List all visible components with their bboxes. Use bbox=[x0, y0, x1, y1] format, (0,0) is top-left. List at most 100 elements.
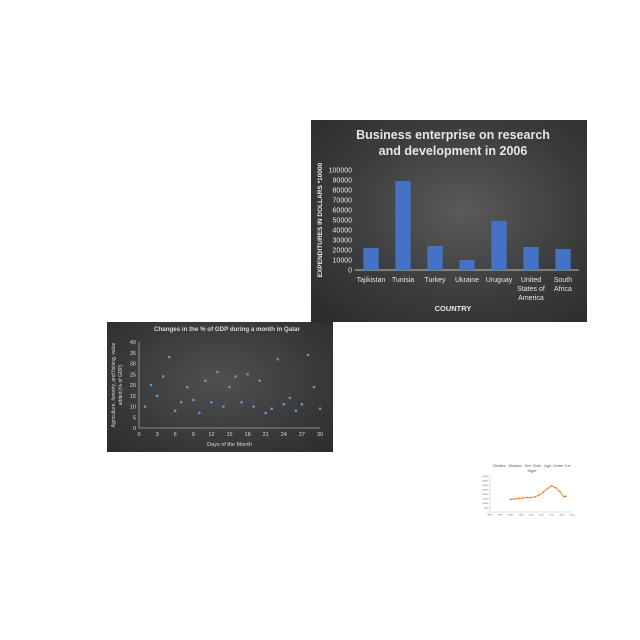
x-tick-label: 3 bbox=[156, 432, 159, 438]
series-point bbox=[509, 498, 512, 501]
x-tick-label: 1980 bbox=[488, 515, 494, 517]
series-point bbox=[530, 496, 532, 499]
x-tick-label: Turkey bbox=[424, 277, 446, 284]
y-tick-label: 0 bbox=[348, 268, 352, 275]
scatter-point bbox=[167, 355, 171, 359]
series-point bbox=[550, 485, 553, 487]
x-tick-label: 15 bbox=[226, 432, 232, 438]
x-tick-label: States of bbox=[517, 286, 545, 293]
scatter-point bbox=[288, 396, 292, 400]
y-tick-label: 0 bbox=[487, 512, 489, 514]
scatter-point bbox=[234, 375, 237, 378]
series-point bbox=[546, 487, 549, 490]
y-tick-label: 10000 bbox=[333, 258, 353, 265]
bar-chart-svg: Business enterprise on research and devel… bbox=[317, 128, 579, 313]
bar-uruguay bbox=[491, 221, 507, 270]
y-tick-label: 35 bbox=[130, 351, 136, 357]
x-tick-label: Ukraine bbox=[455, 277, 479, 284]
scatter-point bbox=[258, 379, 261, 382]
y-tick-label: 80000 bbox=[333, 188, 353, 195]
x-tick-label: 27 bbox=[299, 432, 305, 438]
y-axis-title: EXPENDITURES IN DOLLARS *10000 bbox=[317, 162, 324, 277]
x-tick-label: 2005 bbox=[539, 515, 545, 517]
scatter-point bbox=[149, 383, 153, 387]
x-tick-label: Tajikistan bbox=[357, 277, 386, 284]
y-tick-label: 5 bbox=[133, 415, 136, 421]
y-tick-label: 5000 bbox=[484, 508, 490, 510]
y-tick-label: 40000 bbox=[482, 476, 489, 478]
y-tick-label: 90000 bbox=[333, 178, 353, 185]
scatter-point bbox=[143, 405, 147, 408]
x-tick-label: 1985 bbox=[498, 515, 504, 517]
scatter-point bbox=[185, 385, 189, 389]
series-point bbox=[513, 498, 516, 500]
x-tick-label: 9 bbox=[192, 432, 195, 438]
x-tick-label: 30 bbox=[317, 432, 323, 438]
x-tick-label: 2000 bbox=[529, 515, 535, 517]
scatter-point bbox=[312, 385, 316, 389]
y-axis-title-line: added (% of GDP) bbox=[118, 364, 124, 405]
scatter-point bbox=[294, 409, 298, 413]
scatter-point bbox=[252, 405, 255, 408]
scatter-point bbox=[179, 400, 183, 404]
bar-turkey bbox=[427, 246, 443, 270]
x-tick-label: 21 bbox=[263, 432, 269, 438]
x-tick-label: 12 bbox=[208, 432, 214, 438]
x-tick-label: 24 bbox=[281, 432, 287, 438]
y-tick-label: 70000 bbox=[333, 198, 353, 205]
scatter-point bbox=[318, 407, 322, 410]
y-tick-label: 15 bbox=[130, 394, 136, 400]
scatter-point bbox=[204, 379, 207, 382]
bar-united-states-of-america bbox=[523, 247, 539, 270]
scatter-point bbox=[276, 357, 280, 361]
series-line bbox=[510, 485, 566, 500]
series-point bbox=[526, 496, 528, 499]
scatter-point bbox=[306, 353, 310, 357]
y-tick-label: 30 bbox=[130, 362, 136, 368]
bar-ukraine bbox=[459, 260, 475, 270]
scatter-point bbox=[198, 411, 201, 415]
scatter-point bbox=[222, 405, 225, 408]
series-point bbox=[554, 486, 557, 489]
y-tick-label: 60000 bbox=[333, 208, 353, 215]
x-tick-label: Uruguay bbox=[486, 277, 513, 284]
x-tick-label: United bbox=[521, 277, 541, 284]
series-point bbox=[538, 494, 541, 496]
scatter-point bbox=[192, 398, 195, 402]
y-tick-label: 30000 bbox=[333, 238, 353, 245]
chart-title: Changes in the % of GDP during a month i… bbox=[154, 326, 301, 333]
series-point bbox=[558, 490, 561, 493]
scatter-point bbox=[161, 375, 165, 378]
y-tick-label: 50000 bbox=[333, 218, 353, 225]
y-axis-title-line: Agriculture, forestry, and fishing, valu… bbox=[111, 342, 117, 427]
scatter-point bbox=[173, 409, 177, 413]
x-tick-label: 2015 bbox=[559, 515, 565, 517]
chart-title-line: Deaths - Malaria - Sex: Both - Age: Unde… bbox=[493, 464, 570, 468]
x-tick-label: 1990 bbox=[508, 515, 514, 517]
y-tick-label: 20000 bbox=[482, 494, 489, 496]
y-tick-label: 15000 bbox=[482, 499, 489, 501]
y-tick-label: 25 bbox=[130, 372, 136, 378]
y-tick-label: 30000 bbox=[482, 485, 489, 487]
x-tick-label: 18 bbox=[245, 432, 251, 438]
y-tick-label: 10000 bbox=[482, 503, 489, 505]
x-tick-label: 2010 bbox=[549, 515, 555, 517]
series-point bbox=[564, 495, 567, 498]
y-tick-label: 20000 bbox=[333, 248, 353, 255]
x-tick-label: 6 bbox=[174, 432, 177, 438]
scatter-point bbox=[246, 372, 249, 376]
bar-chart-rd-expenditures: Business enterprise on research and devel… bbox=[311, 120, 587, 322]
bar-tunisia bbox=[395, 181, 411, 270]
scatter-point bbox=[155, 394, 159, 398]
y-tick-label: 0 bbox=[133, 426, 136, 432]
chart-title-line: Business enterprise on research bbox=[356, 128, 550, 142]
y-tick-label: 10 bbox=[130, 405, 136, 411]
y-tick-label: 35000 bbox=[482, 481, 489, 483]
bar-tajikistan bbox=[363, 248, 379, 270]
series-point bbox=[542, 491, 545, 494]
series-point bbox=[562, 495, 565, 498]
chart-title-line: Niger bbox=[527, 469, 537, 473]
line-chart-svg: Deaths - Malaria - Sex: Both - Age: Unde… bbox=[482, 464, 576, 517]
x-tick-label: 2020 bbox=[570, 515, 576, 517]
x-axis-title: Days of the Month bbox=[207, 442, 252, 448]
